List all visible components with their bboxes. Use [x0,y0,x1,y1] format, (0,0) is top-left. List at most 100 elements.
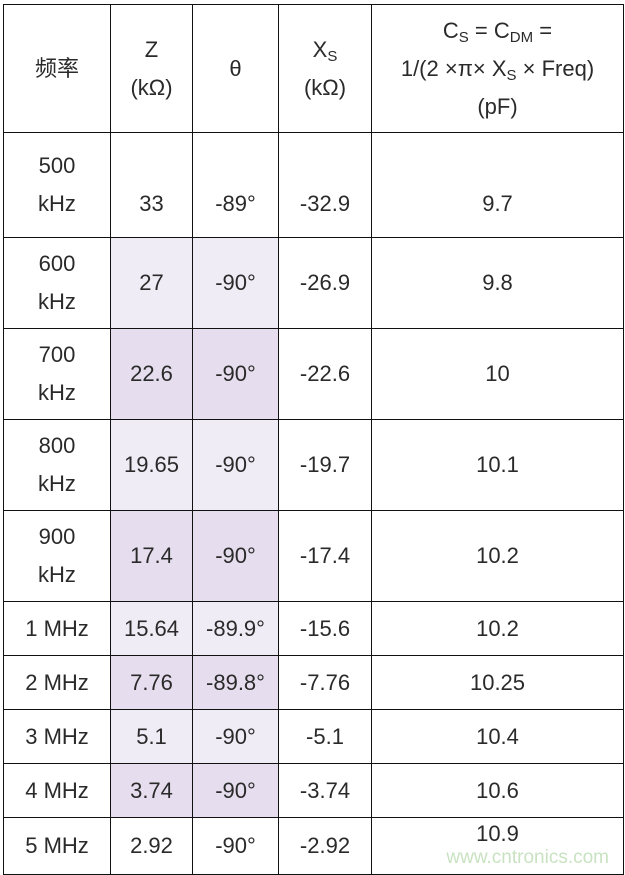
cell-freq: 3 MHz [3,709,111,764]
cell-freq: 600 kHz [3,237,111,329]
watermark: www.cntronics.com [446,847,609,868]
impedance-table: 频率 Z (kΩ) θ XS (kΩ) CS = CDM = 1/(2 ×π× XS … [3,4,624,875]
cell-xs: -15.6 [278,601,372,656]
cell-cs: 10.9 www.cntronics.com [371,817,624,875]
header-z-label: Z [144,36,159,62]
table-row: 600 kHz 27 -90° -26.9 9.8 [3,237,624,329]
cs-value: 9.7 [482,191,513,216]
cell-xs: -3.74 [278,763,372,818]
cs-value: 9.8 [482,270,513,295]
cell-xs: -17.4 [278,510,372,602]
cell-cs: 9.8 [371,237,624,329]
cell-cs: 10.25 [371,655,624,710]
cell-z: 17.4 [110,510,193,602]
cell-z: 27 [110,237,193,329]
freq-text: 4 MHz [25,777,89,803]
cell-z: 19.65 [110,419,193,511]
cell-theta: -89° [192,132,279,238]
cs-value: 10.1 [476,452,519,477]
cs-eq2: = [533,17,553,43]
cell-z: 7.76 [110,655,193,710]
header-theta-label: θ [229,55,242,81]
cell-z: 5.1 [110,709,193,764]
cs-value: 10 [485,361,510,386]
header-z-unit: (kΩ) [130,74,173,100]
freq-text: kHz [38,562,76,587]
cell-cs: 10.2 [371,601,624,656]
cell-theta: -90° [192,709,279,764]
cell-xs: -26.9 [278,237,372,329]
header-xs-sub: S [327,47,338,65]
cell-theta: -90° [192,237,279,329]
freq-text: 700 [38,342,76,367]
cell-freq: 900 kHz [3,510,111,602]
table-row: 4 MHz 3.74 -90° -3.74 10.6 [3,763,624,818]
cell-cs: 10.2 [371,510,624,602]
cs-value: 10.25 [469,669,526,695]
header-freq-label: 频率 [34,55,79,81]
cs-c: C [442,17,459,43]
cell-theta: -90° [192,817,279,875]
cs-unit: (pF) [477,93,518,119]
cs-formula-sub: S [506,66,517,84]
cell-freq: 800 kHz [3,419,111,511]
table-row: 500 kHz 33 -89° -32.9 9.7 [3,132,624,238]
freq-text: kHz [38,380,76,405]
table-row: 2 MHz 7.76 -89.8° -7.76 10.25 [3,655,624,710]
cs-sub-dm: DM [509,28,534,46]
cs-value: 10.2 [476,615,519,641]
freq-text: kHz [38,191,76,216]
cell-theta: -90° [192,419,279,511]
cs-formula-b: × Freq) [516,55,595,81]
cell-theta: -90° [192,328,279,420]
header-freq: 频率 [3,4,111,133]
header-xs: XS (kΩ) [278,4,372,133]
freq-text: 600 [38,251,76,276]
cell-xs: -19.7 [278,419,372,511]
cell-freq: 700 kHz [3,328,111,420]
freq-text: 3 MHz [25,723,89,749]
table-row: 3 MHz 5.1 -90° -5.1 10.4 [3,709,624,764]
cell-z: 15.64 [110,601,193,656]
freq-text: 2 MHz [25,669,89,695]
cell-xs: -2.92 [278,817,372,875]
cell-xs: -5.1 [278,709,372,764]
cell-theta: -89.8° [192,655,279,710]
cs-value: 10.6 [476,777,519,803]
cell-theta: -90° [192,763,279,818]
cell-freq: 4 MHz [3,763,111,818]
table-row: 5 MHz 2.92 -90° -2.92 10.9 www.cntronics.com [3,817,624,875]
table-row: 900 kHz 17.4 -90° -17.4 10.2 [3,510,624,602]
cell-freq: 5 MHz [3,817,111,875]
cell-z: 33 [110,132,193,238]
cell-cs: 10.1 [371,419,624,511]
cs-value: 10.4 [476,723,519,749]
cell-z: 3.74 [110,763,193,818]
freq-text: kHz [38,471,76,496]
freq-text: 500 [38,153,76,178]
cell-z: 22.6 [110,328,193,420]
cell-theta: -89.9° [192,601,279,656]
cs-eq1: = C [468,17,510,43]
cs-value: 10.2 [476,543,519,568]
table-row: 800 kHz 19.65 -90° -19.7 10.1 [3,419,624,511]
header-cs: CS = CDM = 1/(2 ×π× XS × Freq) (pF) [371,4,624,133]
freq-text: 5 MHz [25,833,89,858]
freq-text: 1 MHz [25,615,89,641]
cell-freq: 1 MHz [3,601,111,656]
header-row: 频率 Z (kΩ) θ XS (kΩ) CS = CDM = 1/(2 ×π× XS … [3,4,624,133]
header-z: Z (kΩ) [110,4,193,133]
table-row: 700 kHz 22.6 -90° -22.6 10 [3,328,624,420]
freq-text: kHz [38,289,76,314]
cell-freq: 2 MHz [3,655,111,710]
cell-theta: -90° [192,510,279,602]
cell-freq: 500 kHz [3,132,111,238]
header-theta: θ [192,4,279,133]
table-row: 1 MHz 15.64 -89.9° -15.6 10.2 [3,601,624,656]
freq-text: 800 [38,433,76,458]
cell-xs: -7.76 [278,655,372,710]
cell-xs: -22.6 [278,328,372,420]
cell-cs: 10.6 [371,763,624,818]
cell-cs: 10 [371,328,624,420]
cs-value: 10.9 [476,821,519,846]
